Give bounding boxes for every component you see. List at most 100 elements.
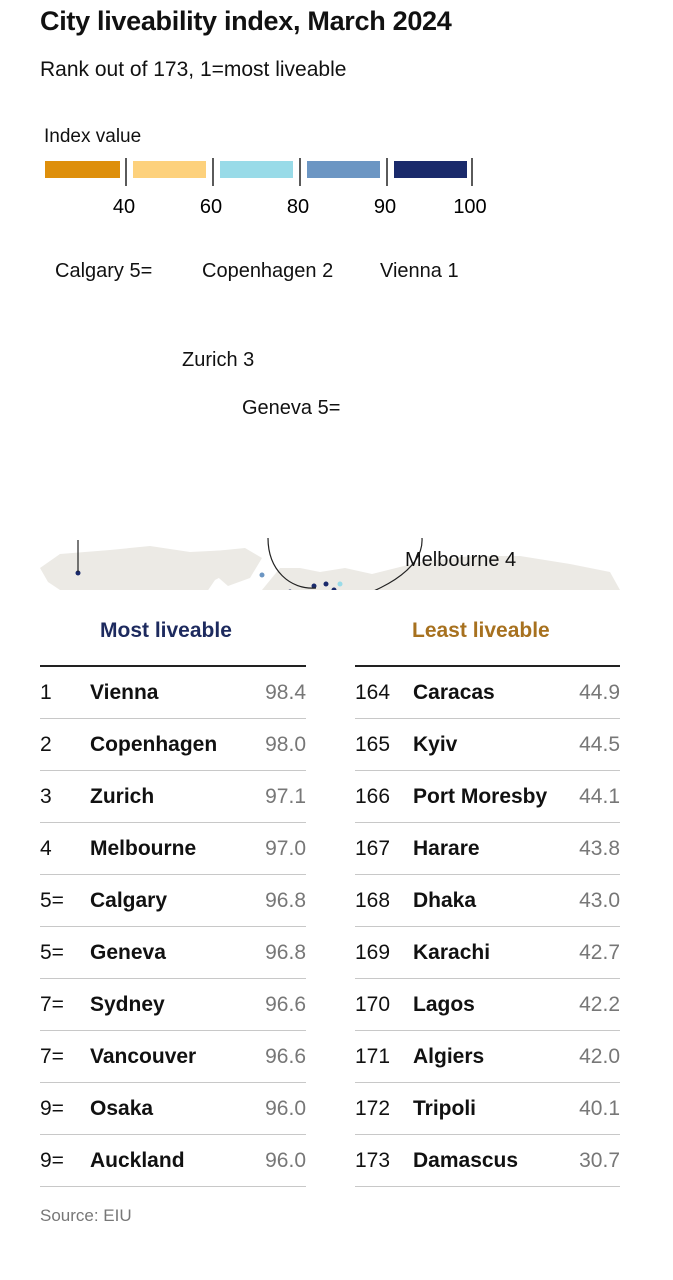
rank-cell: 171 <box>355 1044 391 1068</box>
city-cell: Dhaka <box>413 888 477 912</box>
rank-cell: 168 <box>355 888 391 912</box>
city-dot <box>75 570 81 576</box>
table-row: 9= Osaka 96.0 <box>40 1083 306 1135</box>
rank-cell: 170 <box>355 992 391 1016</box>
europe <box>262 568 380 590</box>
legend-bin-5 <box>394 161 467 178</box>
legend-bin-1 <box>45 161 120 178</box>
label-geneva: Geneva 5= <box>242 397 340 419</box>
city-cell: Vancouver <box>90 1044 197 1068</box>
city-cell: Geneva <box>90 940 166 964</box>
value-cell: 44.9 <box>579 680 620 704</box>
legend-tick-label-1: 40 <box>113 196 135 218</box>
city-cell: Tripoli <box>413 1096 476 1120</box>
rank-cell: 164 <box>355 680 391 704</box>
city-cell: Zurich <box>90 784 155 808</box>
value-cell: 96.0 <box>265 1096 306 1120</box>
rank-cell: 9= <box>40 1096 64 1120</box>
most-liveable-heading: Most liveable <box>100 619 232 642</box>
rank-cell: 166 <box>355 784 391 808</box>
table-row: 5= Calgary 96.8 <box>40 875 306 927</box>
rank-cell: 4 <box>40 836 52 860</box>
rank-cell: 173 <box>355 1148 391 1172</box>
value-cell: 97.1 <box>265 784 306 808</box>
value-cell: 43.0 <box>579 888 620 912</box>
rank-cell: 167 <box>355 836 391 860</box>
city-cell: Osaka <box>90 1096 154 1120</box>
value-cell: 44.5 <box>579 732 620 756</box>
legend-tick-label-4: 90 <box>374 196 396 218</box>
table-row: 169 Karachi 42.7 <box>355 927 620 979</box>
rank-cell: 5= <box>40 888 64 912</box>
greenland <box>205 548 262 586</box>
source-note: Source: EIU <box>40 1206 132 1225</box>
city-dot <box>259 572 265 578</box>
city-cell: Copenhagen <box>90 732 218 756</box>
rank-cell: 7= <box>40 992 64 1016</box>
city-cell: Vienna <box>90 680 159 704</box>
value-cell: 44.1 <box>579 784 620 808</box>
table-row: 172 Tripoli 40.1 <box>355 1083 620 1135</box>
table-row: 170 Lagos 42.2 <box>355 979 620 1031</box>
legend-bin-3 <box>220 161 293 178</box>
asia <box>372 556 620 590</box>
table-row: 166 Port Moresby 44.1 <box>355 771 620 823</box>
city-cell: Auckland <box>90 1148 185 1172</box>
least-liveable-heading: Least liveable <box>412 619 550 642</box>
table-row: 2 Copenhagen 98.0 <box>40 719 306 771</box>
value-cell: 96.0 <box>265 1148 306 1172</box>
label-calgary: Calgary 5= <box>55 260 152 282</box>
value-cell: 98.4 <box>265 680 306 704</box>
value-cell: 42.2 <box>579 992 620 1016</box>
city-cell: Port Moresby <box>413 784 548 808</box>
city-dots <box>75 570 343 590</box>
least-liveable-table: 164 Caracas 44.9 165 Kyiv 44.5 166 Port Mores… <box>355 665 620 1187</box>
table-row: 168 Dhaka 43.0 <box>355 875 620 927</box>
table-row: 9= Auckland 96.0 <box>40 1135 306 1187</box>
city-dot <box>331 587 337 590</box>
value-cell: 30.7 <box>579 1148 620 1172</box>
city-cell: Sydney <box>90 992 165 1016</box>
value-cell: 96.6 <box>265 1044 306 1068</box>
rank-cell: 169 <box>355 940 391 964</box>
table-row: 173 Damascus 30.7 <box>355 1135 620 1187</box>
value-cell: 42.0 <box>579 1044 620 1068</box>
value-cell: 96.8 <box>265 940 306 964</box>
rank-cell: 172 <box>355 1096 391 1120</box>
value-cell: 40.1 <box>579 1096 620 1120</box>
value-cell: 97.0 <box>265 836 306 860</box>
legend-bin-2 <box>133 161 206 178</box>
table-row: 4 Melbourne 97.0 <box>40 823 306 875</box>
value-cell: 96.8 <box>265 888 306 912</box>
table-row: 165 Kyiv 44.5 <box>355 719 620 771</box>
legend-tick-label-5: 100 <box>453 196 486 218</box>
value-cell: 43.8 <box>579 836 620 860</box>
rank-cell: 3 <box>40 784 52 808</box>
rank-cell: 9= <box>40 1148 64 1172</box>
city-dot <box>288 589 292 590</box>
copenhagen-leader <box>267 537 317 589</box>
chart-title: City liveability index, March 2024 <box>40 6 452 36</box>
table-top-rule <box>40 665 306 667</box>
legend-bin-4 <box>307 161 380 178</box>
city-cell: Caracas <box>413 680 495 704</box>
label-zurich: Zurich 3 <box>182 349 254 371</box>
rank-cell: 5= <box>40 940 64 964</box>
value-cell: 96.6 <box>265 992 306 1016</box>
table-row: 1 Vienna 98.4 <box>40 667 306 719</box>
table-top-rule <box>355 665 620 667</box>
label-copenhagen: Copenhagen 2 <box>202 260 333 282</box>
table-row: 7= Vancouver 96.6 <box>40 1031 306 1083</box>
city-dot <box>311 583 317 589</box>
value-cell: 98.0 <box>265 732 306 756</box>
city-dot <box>323 581 329 587</box>
table-row: 7= Sydney 96.6 <box>40 979 306 1031</box>
value-cell: 42.7 <box>579 940 620 964</box>
rank-cell: 7= <box>40 1044 64 1068</box>
label-melbourne: Melbourne 4 <box>405 549 516 571</box>
city-dot <box>337 581 343 587</box>
rank-cell: 165 <box>355 732 391 756</box>
table-row: 167 Harare 43.8 <box>355 823 620 875</box>
table-row: 3 Zurich 97.1 <box>40 771 306 823</box>
land-masses <box>40 546 620 590</box>
